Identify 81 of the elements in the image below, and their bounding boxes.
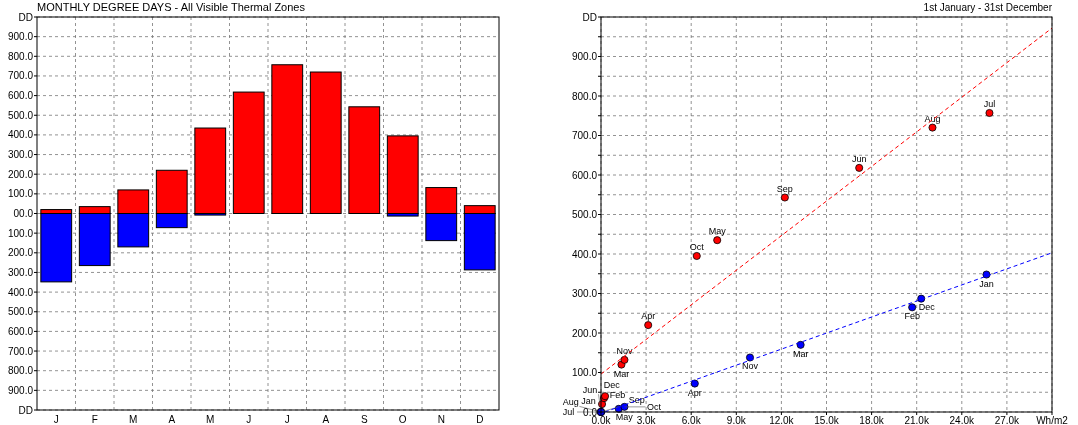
x-tick-label: 18.0k bbox=[859, 415, 885, 425]
x-tick-label: 9.0k bbox=[726, 415, 747, 425]
y-tick-label: 400.0 bbox=[7, 286, 34, 298]
x-tick-label: 6.0k bbox=[681, 415, 702, 425]
y-tick-label: 900.0 bbox=[7, 384, 34, 396]
data-label: Oct bbox=[689, 241, 705, 252]
y-tick-label: DD bbox=[18, 404, 33, 416]
data-label: May bbox=[708, 226, 727, 237]
y-tick-label: 800.0 bbox=[7, 50, 34, 62]
x-tick-label: 27.0k bbox=[994, 415, 1021, 425]
y-tick-label: 500.0 bbox=[7, 109, 34, 121]
y-tick-label: 300.0 bbox=[7, 149, 34, 161]
y-tick-label: 200.0 bbox=[571, 327, 598, 339]
y-tick-label: 700.0 bbox=[7, 70, 34, 82]
y-tick-label: 0.0 bbox=[583, 406, 598, 418]
y-tick-label: DD bbox=[582, 11, 597, 23]
y-tick-label: 300.0 bbox=[571, 288, 598, 299]
y-tick-label: 300.0 bbox=[7, 266, 34, 278]
data-label: Aug bbox=[924, 113, 941, 124]
x-tick-label: N bbox=[437, 414, 445, 425]
data-label: Aug bbox=[562, 396, 579, 407]
x-tick-label: 12.0k bbox=[769, 415, 795, 425]
x-tick-label: D bbox=[476, 414, 484, 425]
y-tick-label: 600.0 bbox=[7, 90, 34, 102]
x-tick-label: J bbox=[246, 414, 252, 425]
data-label: Mar bbox=[792, 348, 809, 359]
x-tick-label: 3.0k bbox=[636, 415, 657, 425]
y-tick-label: 200.0 bbox=[7, 247, 34, 259]
data-label: Sep bbox=[628, 394, 645, 405]
y-tick-label: 800.0 bbox=[7, 365, 34, 377]
y-tick-label: 900.0 bbox=[571, 51, 598, 62]
x-tick-label: 0.0k bbox=[591, 415, 612, 425]
x-tick-label: 15.0k bbox=[814, 415, 840, 425]
x-tick-label: M bbox=[129, 414, 138, 425]
data-label: Jun bbox=[851, 153, 867, 164]
data-label: Jun bbox=[582, 384, 598, 395]
data-label: Feb bbox=[904, 311, 920, 322]
data-label: Jul bbox=[562, 407, 575, 417]
data-label: Apr bbox=[641, 311, 656, 322]
x-tick-label: M bbox=[206, 414, 215, 425]
y-tick-label: 00.0 bbox=[13, 208, 34, 219]
y-tick-label: 700.0 bbox=[7, 345, 34, 357]
data-label: Nov bbox=[741, 361, 759, 372]
y-tick-label: 600.0 bbox=[571, 169, 598, 181]
x-tick-label: S bbox=[360, 414, 368, 425]
x-tick-label: J bbox=[53, 414, 59, 425]
y-tick-label: 700.0 bbox=[571, 130, 598, 141]
y-tick-label: 200.0 bbox=[7, 168, 34, 180]
y-tick-label: 600.0 bbox=[7, 325, 34, 337]
y-tick-label: 100.0 bbox=[7, 188, 34, 200]
y-tick-label: 100.0 bbox=[571, 367, 598, 378]
x-tick-label: A bbox=[168, 414, 176, 425]
x-tick-label: 21.0k bbox=[904, 415, 930, 425]
y-tick-label: 400.0 bbox=[571, 248, 598, 260]
data-label: Jan bbox=[979, 278, 994, 289]
y-tick-label: 100.0 bbox=[7, 227, 34, 239]
y-tick-label: 800.0 bbox=[571, 90, 598, 102]
data-label: Feb bbox=[609, 389, 626, 400]
x-tick-label: O bbox=[398, 414, 407, 425]
y-tick-label: DD bbox=[18, 11, 33, 23]
data-label: Apr bbox=[687, 387, 702, 398]
y-tick-label: 500.0 bbox=[7, 306, 34, 318]
x-tick-label: Wh/m2 bbox=[1036, 415, 1069, 425]
data-label: Sep bbox=[776, 183, 793, 194]
x-tick-label: A bbox=[322, 414, 330, 425]
chart-title: MONTHLY DEGREE DAYS - All Visible Thermal Zones bbox=[37, 1, 306, 13]
data-label: Jan bbox=[581, 395, 596, 406]
y-tick-label: 500.0 bbox=[571, 209, 598, 220]
x-tick-label: F bbox=[91, 414, 98, 425]
data-label: Dec bbox=[918, 301, 936, 312]
data-label: Jul bbox=[983, 98, 996, 109]
x-tick-label: J bbox=[284, 414, 290, 425]
data-label: Mar bbox=[613, 368, 630, 379]
data-label: Oct bbox=[647, 401, 662, 412]
data-label: May bbox=[615, 412, 634, 423]
x-tick-label: 24.0k bbox=[949, 415, 976, 425]
y-tick-label: 400.0 bbox=[7, 129, 34, 141]
data-label: Nov bbox=[616, 345, 633, 356]
data-label: Dec bbox=[603, 380, 621, 391]
chart-subtitle: 1st January - 31st December bbox=[923, 2, 1053, 13]
y-tick-label: 900.0 bbox=[7, 31, 34, 43]
